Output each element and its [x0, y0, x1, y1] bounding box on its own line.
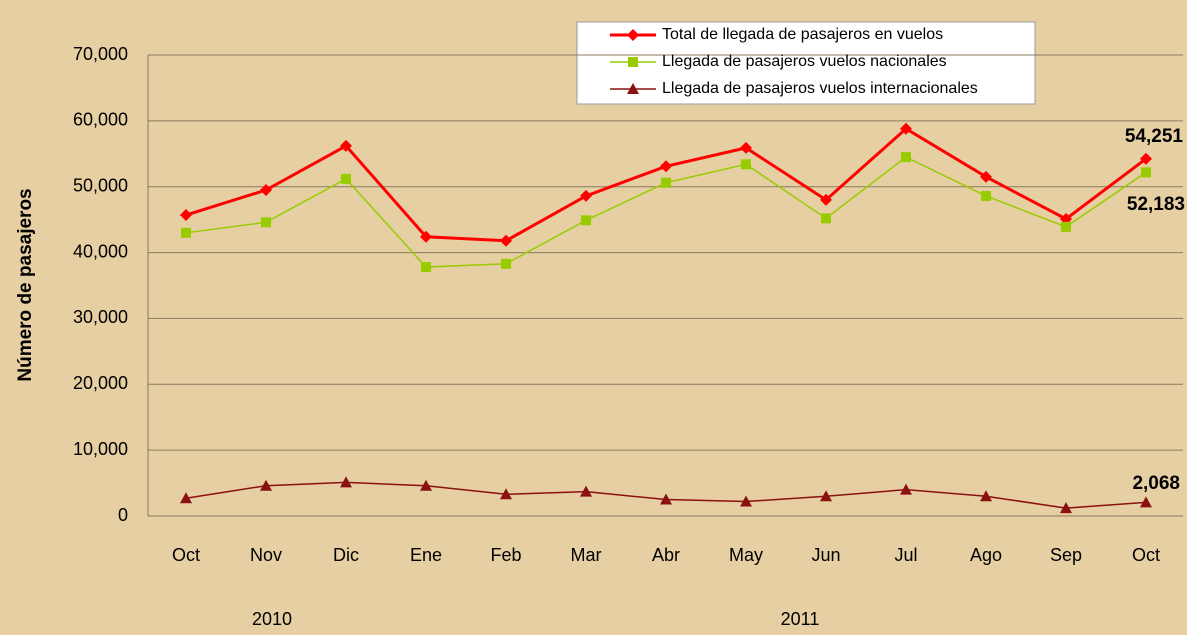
data-point	[181, 227, 191, 238]
data-point	[580, 485, 592, 497]
data-point	[1141, 167, 1151, 178]
data-point	[501, 258, 511, 269]
data-label: 2,068	[1132, 473, 1180, 494]
data-label: 52,183	[1127, 194, 1185, 215]
data-point	[581, 215, 591, 226]
data-point	[660, 160, 672, 173]
y-tick-label: 0	[118, 505, 128, 525]
y-tick-label: 20,000	[73, 373, 128, 393]
data-point	[420, 230, 432, 243]
x-tick-label: Mar	[571, 545, 602, 565]
x-tick-label: Dic	[333, 545, 359, 565]
data-point	[421, 262, 431, 273]
x-tick-label: Oct	[1132, 545, 1160, 565]
legend-label: Llegada de pasajeros vuelos internaciona…	[662, 80, 978, 97]
data-point	[341, 173, 351, 184]
y-tick-label: 60,000	[73, 110, 128, 130]
year-label: 2010	[252, 609, 292, 629]
data-point	[340, 139, 352, 152]
legend-marker	[627, 83, 639, 94]
x-tick-label: May	[729, 545, 763, 565]
data-point	[660, 493, 672, 505]
x-tick-label: Ene	[410, 545, 442, 565]
data-point	[980, 490, 992, 502]
data-point	[180, 492, 192, 504]
data-point	[260, 184, 272, 197]
x-tick-label: Nov	[250, 545, 282, 565]
data-point	[820, 490, 832, 502]
data-point	[820, 193, 832, 206]
data-point	[661, 177, 671, 188]
data-point	[420, 479, 432, 491]
x-tick-label: Abr	[652, 545, 680, 565]
legend-label: Llegada de pasajeros vuelos nacionales	[662, 53, 947, 70]
data-point	[1061, 221, 1071, 232]
data-point	[740, 495, 752, 507]
data-point	[500, 488, 512, 500]
x-tick-label: Ago	[970, 545, 1002, 565]
data-point	[261, 217, 271, 228]
y-tick-label: 30,000	[73, 307, 128, 327]
data-point	[1140, 152, 1152, 165]
data-label: 54,251	[1125, 126, 1184, 147]
data-point	[180, 209, 192, 222]
legend-label: Total de llegada de pasajeros en vuelos	[662, 26, 943, 43]
x-tick-label: Sep	[1050, 545, 1082, 565]
data-point	[901, 152, 911, 163]
data-point	[260, 479, 272, 491]
data-point	[500, 234, 512, 247]
data-point	[980, 170, 992, 183]
y-tick-label: 50,000	[73, 175, 128, 195]
data-point	[340, 476, 352, 488]
data-point	[1140, 496, 1152, 508]
x-tick-label: Jul	[894, 545, 917, 565]
y-tick-label: 10,000	[73, 439, 128, 459]
y-axis-label: Número de pasajeros	[15, 188, 36, 381]
data-point	[1060, 502, 1072, 514]
data-point	[821, 213, 831, 224]
x-tick-label: Feb	[490, 545, 521, 565]
data-point	[580, 189, 592, 202]
y-tick-label: 70,000	[73, 44, 128, 64]
data-point	[741, 159, 751, 170]
data-point	[900, 122, 912, 135]
x-tick-label: Oct	[172, 545, 200, 565]
year-label: 2011	[781, 609, 820, 629]
x-tick-label: Jun	[811, 545, 840, 565]
legend-marker	[627, 29, 639, 41]
legend-marker	[628, 57, 638, 67]
data-point	[900, 483, 912, 495]
y-tick-label: 40,000	[73, 241, 128, 261]
data-point	[740, 141, 752, 154]
data-point	[981, 190, 991, 201]
